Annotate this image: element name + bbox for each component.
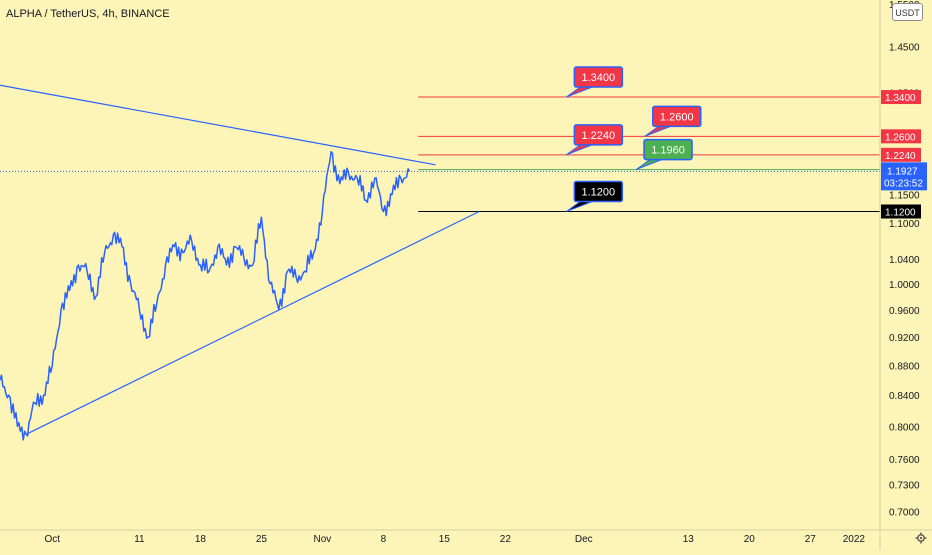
x-tick-label: 27 bbox=[805, 534, 817, 545]
currency-badge[interactable]: USDT bbox=[892, 3, 923, 21]
level-price-label: 1.2600 bbox=[885, 132, 916, 143]
y-tick-label: 1.4500 bbox=[889, 43, 920, 54]
level-price-tag bbox=[881, 129, 921, 144]
callout-pointer bbox=[566, 144, 593, 156]
y-tick-label: 0.9200 bbox=[889, 333, 920, 344]
x-tick-label: 13 bbox=[683, 534, 695, 545]
x-tick-label: 2022 bbox=[843, 534, 866, 545]
y-tick-label: 0.7600 bbox=[889, 455, 920, 466]
x-tick-label: 22 bbox=[500, 534, 512, 545]
level-price-label: 1.2240 bbox=[885, 151, 916, 162]
callout-pointer bbox=[566, 86, 593, 98]
callout-box[interactable] bbox=[652, 105, 702, 128]
current-price-tag bbox=[881, 162, 927, 191]
callout-pointer bbox=[644, 125, 671, 137]
x-tick-label: 11 bbox=[134, 534, 145, 545]
y-tick-label: 0.9600 bbox=[889, 306, 920, 317]
x-tick-label: 8 bbox=[381, 534, 387, 545]
y-tick-label: 1.0000 bbox=[889, 280, 920, 291]
x-tick-label: 25 bbox=[256, 534, 268, 545]
trendline-support[interactable] bbox=[25, 210, 480, 435]
callout-label: 1.1960 bbox=[651, 145, 685, 157]
x-tick-label: 18 bbox=[195, 534, 207, 545]
callout-box[interactable] bbox=[573, 180, 624, 203]
symbol-title: ALPHA / TetherUS, 4h, BINANCE bbox=[6, 8, 170, 20]
callout-label: 1.1200 bbox=[582, 187, 616, 199]
y-tick-label: 0.8000 bbox=[889, 422, 920, 433]
callout-label: 1.2240 bbox=[582, 130, 616, 142]
callout-label: 1.3400 bbox=[582, 72, 616, 84]
callout-box[interactable] bbox=[643, 138, 693, 161]
x-tick-label: 15 bbox=[439, 534, 451, 545]
level-price-tag bbox=[881, 90, 921, 105]
trendline-resistance[interactable] bbox=[0, 84, 436, 166]
y-tick-label: 0.7000 bbox=[889, 507, 920, 518]
x-tick-label: 20 bbox=[744, 534, 756, 545]
callout-label: 1.2600 bbox=[660, 111, 694, 123]
gear-icon[interactable] bbox=[915, 532, 927, 544]
y-tick-label: 0.7300 bbox=[889, 481, 920, 492]
price-series-line[interactable] bbox=[0, 150, 411, 441]
level-price-tag bbox=[881, 147, 921, 162]
y-tick-label: 0.8400 bbox=[889, 391, 920, 402]
y-tick-label: 0.8800 bbox=[889, 361, 920, 372]
countdown-label: 03:23:52 bbox=[884, 178, 923, 189]
x-tick-label: Dec bbox=[575, 534, 593, 545]
current-price-label: 1.1927 bbox=[887, 166, 918, 177]
level-price-label: 1.3400 bbox=[885, 93, 916, 104]
level-price-label: 1.1200 bbox=[885, 208, 916, 219]
callout-box[interactable] bbox=[573, 66, 624, 88]
level-price-tag bbox=[881, 204, 921, 219]
callout-pointer bbox=[566, 201, 593, 212]
x-tick-label: Oct bbox=[44, 534, 60, 545]
y-tick-label: 1.1500 bbox=[889, 191, 920, 202]
y-tick-label: 1.1000 bbox=[889, 219, 920, 230]
callout-pointer bbox=[635, 159, 663, 171]
x-tick-label: Nov bbox=[313, 534, 331, 545]
callout-box[interactable] bbox=[573, 124, 624, 146]
y-tick-label: 1.0400 bbox=[889, 255, 920, 266]
